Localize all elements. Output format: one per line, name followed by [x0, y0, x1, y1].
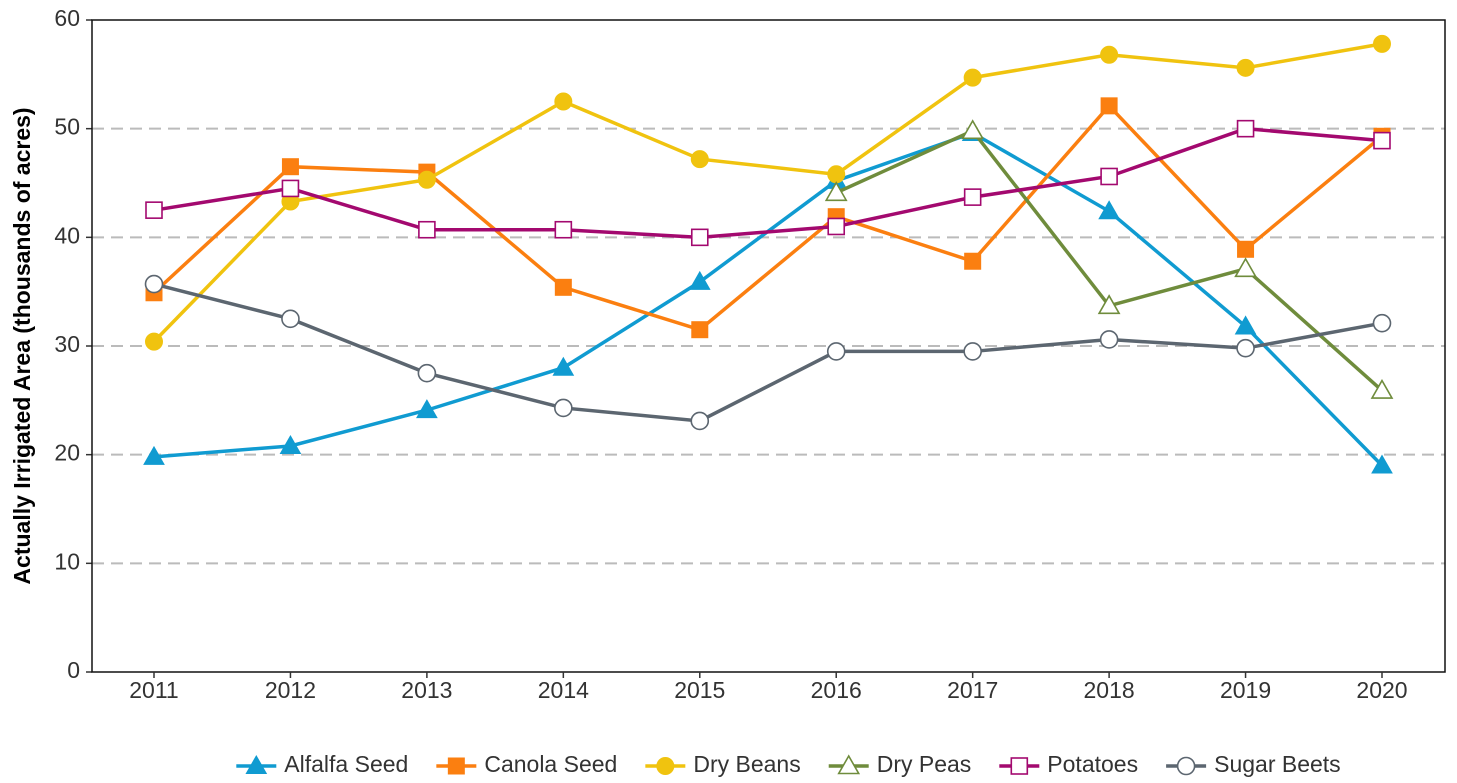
marker: [963, 342, 982, 361]
marker: [416, 399, 438, 419]
marker: [691, 321, 709, 339]
x-tick-label: 2013: [401, 677, 452, 703]
x-tick-label: 2016: [811, 677, 862, 703]
marker: [1099, 330, 1119, 349]
legend-label: Alfalfa Seed: [284, 751, 408, 777]
marker: [656, 757, 675, 775]
marker: [826, 342, 846, 361]
line: [153, 131, 1384, 467]
marker: [1236, 58, 1255, 77]
marker: [961, 119, 985, 140]
marker: [554, 92, 573, 111]
marker: [1370, 378, 1394, 399]
marker: [447, 757, 465, 775]
marker: [1234, 315, 1257, 335]
marker: [824, 181, 848, 202]
marker: [964, 252, 982, 270]
legend-label: Sugar Beets: [1214, 751, 1341, 777]
x-tick-label: 2018: [1084, 677, 1135, 703]
legend-item: Dry Peas: [828, 751, 972, 777]
marker: [279, 434, 302, 454]
marker: [1236, 119, 1255, 138]
marker: [554, 220, 573, 239]
series: [144, 274, 1392, 431]
series: [145, 119, 1391, 247]
marker: [688, 270, 711, 290]
legend-item: Dry Beans: [645, 751, 801, 777]
x-tick-label: 2015: [674, 677, 725, 703]
marker: [1100, 45, 1119, 64]
y-tick-label: 10: [54, 548, 80, 574]
y-tick-label: 60: [54, 5, 80, 31]
marker: [552, 356, 575, 376]
plot-border: [91, 19, 1446, 673]
marker: [827, 217, 846, 236]
marker: [144, 274, 164, 294]
y-axis-label: Actually Irrigated Area (thousands of ac…: [9, 107, 35, 584]
series: [824, 119, 1394, 399]
marker: [1176, 756, 1196, 776]
marker: [827, 165, 846, 184]
legend: Alfalfa Seed Canola Seed Dry Beans Dry Peas…: [236, 751, 1341, 777]
line: [153, 126, 1383, 240]
legend-label: Dry Peas: [877, 751, 972, 777]
marker: [1371, 454, 1393, 474]
x-tick-label: 2019: [1220, 677, 1271, 703]
x-tick-label: 2012: [265, 677, 316, 703]
marker: [1100, 167, 1118, 186]
marker: [963, 188, 982, 206]
marker: [837, 754, 861, 775]
marker: [1100, 97, 1118, 115]
legend-label: Dry Beans: [693, 751, 800, 777]
x-tick-label: 2017: [947, 677, 998, 703]
y-tick-label: 0: [67, 657, 80, 683]
line: [152, 103, 1384, 332]
marker: [554, 398, 573, 418]
marker: [281, 179, 300, 198]
marker: [417, 363, 437, 383]
marker: [690, 228, 709, 247]
marker: [1373, 131, 1391, 150]
legend-item: Potatoes: [999, 751, 1138, 777]
marker: [1098, 200, 1120, 220]
legend-label: Potatoes: [1047, 751, 1138, 777]
y-tick-label: 40: [54, 222, 80, 248]
y-tick-label: 50: [54, 114, 80, 140]
marker: [1373, 34, 1391, 53]
line: [152, 42, 1383, 343]
series: [143, 122, 1393, 474]
legend-label: Canola Seed: [484, 751, 617, 777]
marker: [1010, 757, 1029, 775]
marker: [1236, 338, 1255, 358]
y-tick-label: 20: [54, 440, 80, 466]
marker: [554, 278, 572, 296]
marker: [281, 309, 300, 329]
y-tick-label: 30: [54, 331, 80, 357]
marker: [145, 332, 163, 351]
marker: [1237, 240, 1255, 258]
marker: [245, 754, 268, 774]
x-tick-label: 2020: [1356, 677, 1407, 703]
legend-item: Alfalfa Seed: [236, 751, 408, 777]
marker: [281, 158, 299, 176]
legend-item: Sugar Beets: [1166, 751, 1341, 777]
marker: [1097, 294, 1121, 315]
marker: [143, 445, 165, 465]
marker: [1234, 257, 1257, 278]
marker: [963, 68, 982, 87]
x-tick-label: 2014: [538, 677, 589, 703]
marker: [1372, 313, 1392, 333]
marker: [145, 201, 163, 219]
line: [153, 282, 1383, 423]
series: [145, 97, 1391, 339]
legend-item: Canola Seed: [436, 751, 617, 777]
x-tick-label: 2011: [129, 677, 178, 703]
marker: [418, 220, 436, 239]
marker: [690, 150, 709, 169]
marker: [690, 411, 710, 431]
marker: [417, 170, 436, 189]
series: [145, 34, 1391, 351]
